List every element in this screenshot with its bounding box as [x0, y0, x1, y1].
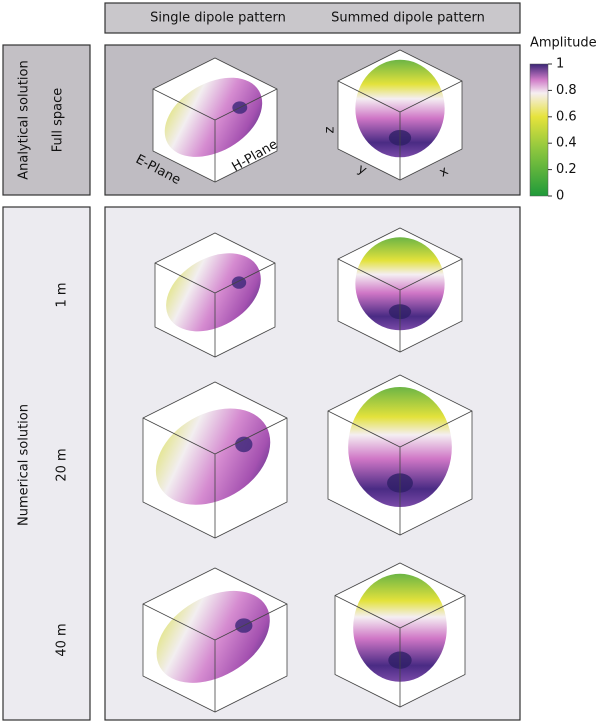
- colorbar-tick-label: 1: [556, 57, 564, 72]
- box-edge: [214, 262, 276, 294]
- pattern-lobe: [355, 59, 445, 158]
- header-panel: [104, 2, 521, 34]
- box-edge: [337, 258, 401, 291]
- row-group-label: Analytical solution: [17, 60, 32, 179]
- colorbar: [529, 63, 549, 197]
- box-edge: [214, 603, 288, 641]
- box-edge: [214, 417, 288, 455]
- box-edge: [154, 262, 216, 294]
- pattern-center: [235, 436, 253, 453]
- column-title: Single dipole pattern: [150, 11, 286, 26]
- box-edge: [399, 595, 466, 629]
- patterns: [142, 49, 473, 713]
- box-edge: [142, 417, 216, 455]
- pattern-lobe: [155, 408, 271, 505]
- box-edge: [334, 595, 401, 629]
- row-label: Full space: [51, 88, 66, 153]
- column-title: Summed dipole pattern: [331, 11, 485, 26]
- box-edge: [399, 410, 473, 448]
- row-label: 20 m: [55, 448, 70, 481]
- colorbar-tick-label: 0.4: [556, 136, 577, 151]
- colorbar-tick-label: 0: [556, 189, 564, 204]
- row-label-panel: [2, 206, 91, 721]
- row-label: 40 m: [55, 623, 70, 656]
- box-edge: [399, 80, 463, 113]
- box-edge: [337, 80, 401, 113]
- row-label-panel: [2, 44, 91, 196]
- box-edge: [399, 258, 463, 291]
- box-edge: [142, 603, 216, 641]
- box-edge: [152, 88, 216, 121]
- pattern-lobe: [156, 590, 270, 683]
- pattern-lobe: [164, 77, 263, 157]
- box-edge: [214, 88, 278, 121]
- pattern-lobe: [355, 237, 445, 331]
- axis-label: z: [323, 126, 338, 133]
- colorbar-tick-label: 0.8: [556, 83, 577, 98]
- row-label: 1 m: [55, 282, 70, 307]
- colorbar-tick-label: 0.2: [556, 162, 577, 177]
- colorbar-ticks: 0 0.2 0.4 0.6 0.8 1: [548, 57, 577, 204]
- row-group-label: Numerical solution: [17, 404, 32, 526]
- colorbar-tick-label: 0.6: [556, 109, 577, 124]
- box-edge: [327, 410, 401, 448]
- colorbar-title: Amplitude: [530, 36, 597, 51]
